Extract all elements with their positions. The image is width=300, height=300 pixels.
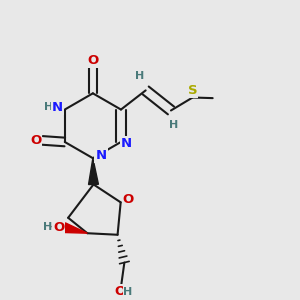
Text: O: O xyxy=(30,134,41,147)
Text: O: O xyxy=(87,54,98,68)
Text: O: O xyxy=(123,193,134,206)
Text: O: O xyxy=(53,220,64,233)
Text: N: N xyxy=(52,100,63,114)
Text: H: H xyxy=(44,102,53,112)
Text: H: H xyxy=(44,222,53,232)
Text: N: N xyxy=(95,149,106,162)
Text: S: S xyxy=(188,84,197,97)
Text: H: H xyxy=(124,286,133,297)
Polygon shape xyxy=(63,223,87,233)
Text: -: - xyxy=(50,222,55,232)
Text: N: N xyxy=(121,137,132,150)
Text: H: H xyxy=(135,70,144,81)
Text: H: H xyxy=(169,120,178,130)
Polygon shape xyxy=(88,158,98,184)
Text: O: O xyxy=(114,285,125,298)
